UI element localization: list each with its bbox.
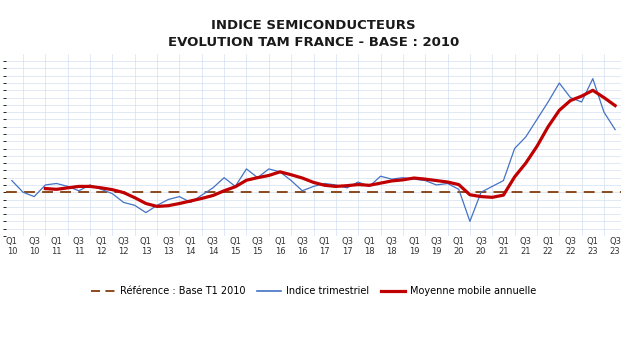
Title: INDICE SEMICONDUCTEURS
EVOLUTION TAM FRANCE - BASE : 2010: INDICE SEMICONDUCTEURS EVOLUTION TAM FRA… xyxy=(168,19,459,49)
Legend: Référence : Base T1 2010, Indice trimestriel, Moyenne mobile annuelle: Référence : Base T1 2010, Indice trimest… xyxy=(87,282,540,300)
